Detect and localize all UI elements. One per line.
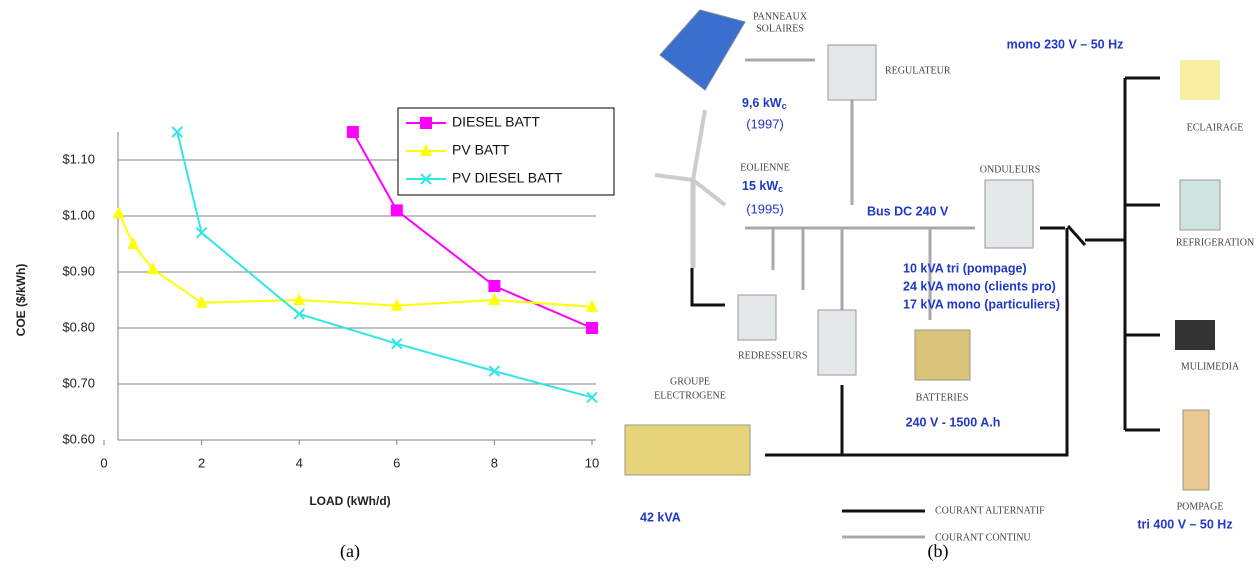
ac-line (1040, 226, 1125, 245)
fridge-icon (1180, 180, 1220, 230)
x-tick-label: 8 (491, 455, 498, 470)
media-icon (1175, 320, 1215, 350)
subscript: c (782, 101, 787, 111)
label: REGULATEUR (885, 65, 951, 76)
wind-turbine (655, 110, 725, 268)
value: 15 kWc (742, 179, 783, 194)
rectifier-icon (738, 295, 776, 340)
legend-label: COURANT ALTERNATIF (935, 505, 1045, 516)
ac-line (692, 265, 725, 305)
legend-label: COURANT CONTINU (935, 532, 1031, 543)
legend-label: PV BATT (452, 142, 510, 158)
marker (586, 322, 598, 334)
marker (347, 126, 359, 138)
value: 9,6 kWc (742, 96, 787, 111)
value: mono 230 V – 50 Hz (1007, 37, 1124, 51)
y-tick-label: $1.00 (62, 207, 95, 222)
label: ECLAIRAGE (1187, 122, 1244, 133)
label: ONDULEURS (980, 164, 1041, 175)
inverter-icon (985, 180, 1033, 248)
x-tick-label: 0 (100, 455, 107, 470)
generator-icon (625, 425, 750, 475)
label: REFRIGERATION (1176, 237, 1254, 248)
caption: (b) (928, 541, 949, 562)
label: GROUPE (670, 376, 710, 387)
value: 15 kW (742, 179, 778, 193)
value: (1995) (746, 201, 784, 216)
bus-label: Bus DC 240 V (867, 204, 949, 218)
label: EOLIENNE (740, 162, 789, 173)
x-tick-label: 4 (296, 455, 303, 470)
spec: 24 kVA mono (clients pro) (903, 279, 1056, 293)
label: POMPAGE (1177, 501, 1224, 512)
label: PANNEAUX (753, 11, 808, 22)
label: SOLAIRES (756, 23, 804, 34)
marker (488, 280, 500, 292)
label: MULIMEDIA (1181, 361, 1240, 372)
diagram: PANNEAUX SOLAIRES REGULATEUR 9,6 kWc (19… (625, 10, 1254, 543)
legend-label: DIESEL BATT (452, 114, 540, 130)
spec: 17 kVA mono (particuliers) (903, 297, 1060, 311)
y-tick-label: $0.90 (62, 263, 95, 278)
legend-label: PV DIESEL BATT (452, 170, 563, 186)
solar-panel (660, 10, 745, 90)
x-tick-label: 6 (393, 455, 400, 470)
y-tick-label: $0.80 (62, 319, 95, 334)
y-axis-label: COE ($/kWh) (14, 264, 28, 337)
y-tick-label: $1.10 (62, 151, 95, 166)
ac-line (1125, 78, 1160, 430)
label: REDRESSEURS (738, 350, 807, 361)
legend: DIESEL BATT PV BATT PV DIESEL BATT (398, 108, 614, 195)
value: 42 kVA (640, 510, 681, 524)
regulator-icon (828, 45, 876, 100)
caption: (a) (340, 541, 360, 562)
value: 240 V - 1500 A.h (906, 415, 1001, 429)
marker (391, 204, 403, 216)
label: BATTERIES (916, 392, 969, 403)
value: tri 400 V – 50 Hz (1137, 517, 1232, 531)
label: ELECTROGENE (654, 390, 726, 401)
value: 9,6 kW (742, 96, 782, 110)
x-tick-label: 2 (198, 455, 205, 470)
x-tick-label: 10 (585, 455, 599, 470)
value: (1997) (746, 116, 784, 131)
figure: COE ($/kWh) LOAD (kWh/d) $0.60 $0.70 $0.80… (0, 0, 1258, 568)
pump-icon (1183, 410, 1209, 490)
rectifier-icon (818, 310, 856, 375)
marker (420, 117, 432, 129)
y-tick-label: $0.70 (62, 375, 95, 390)
chart: COE ($/kWh) LOAD (kWh/d) $0.60 $0.70 $0.80… (14, 108, 614, 508)
y-tick-label: $0.60 (62, 431, 95, 446)
battery-icon (915, 330, 970, 380)
subscript: c (778, 184, 783, 194)
spec: 10 kVA tri (pompage) (903, 261, 1027, 275)
lamp-icon (1180, 60, 1220, 100)
x-axis-label: LOAD (kWh/d) (309, 494, 390, 508)
